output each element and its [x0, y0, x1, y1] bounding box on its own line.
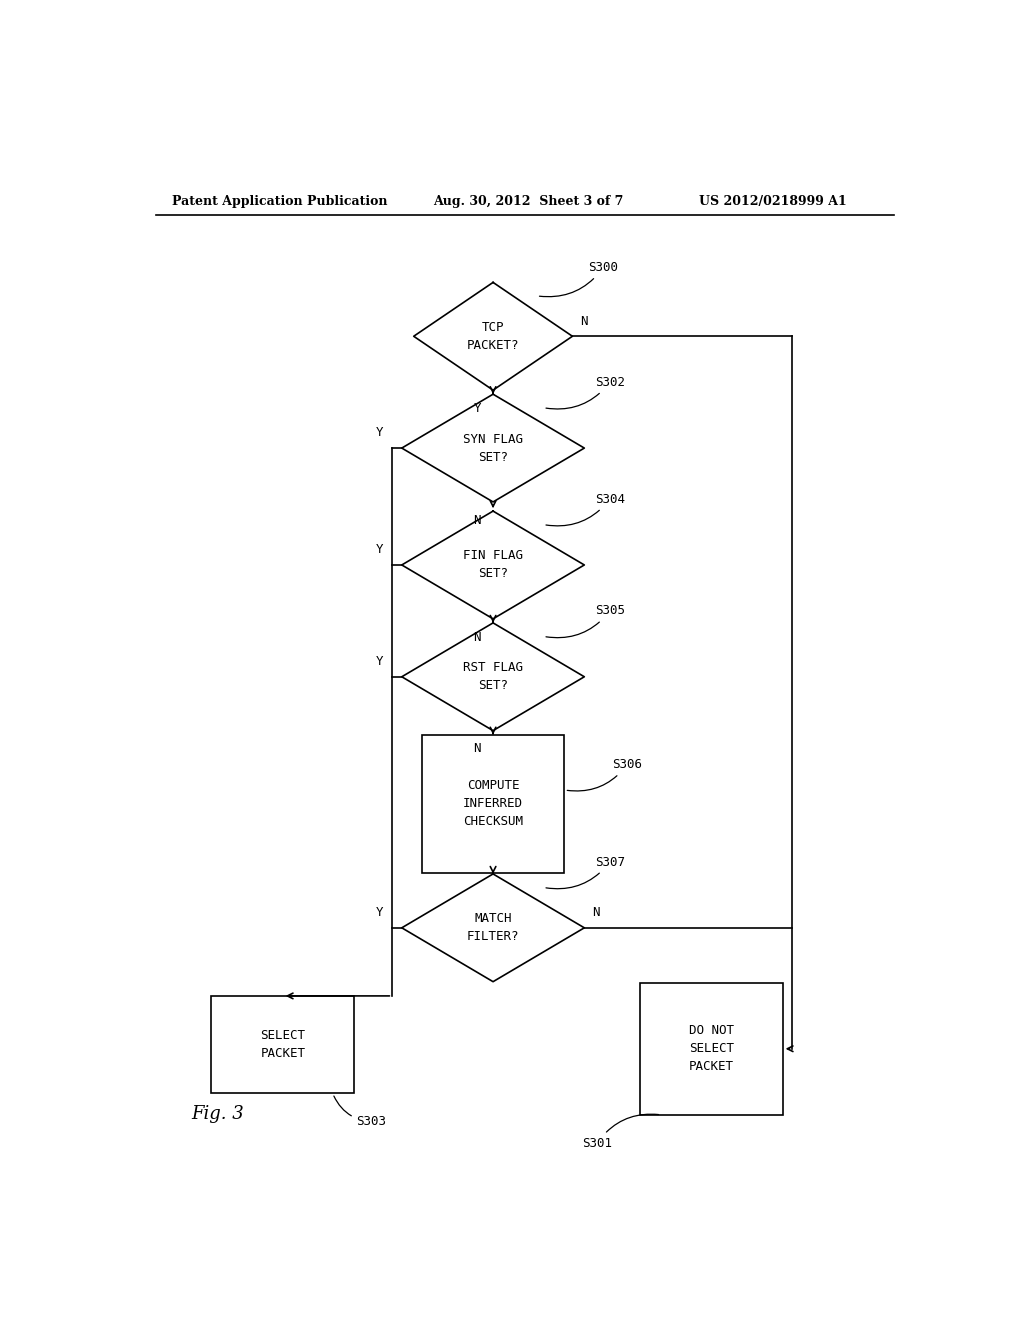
Text: Y: Y [376, 426, 383, 440]
Text: DO NOT
SELECT
PACKET: DO NOT SELECT PACKET [689, 1024, 734, 1073]
Text: N: N [473, 631, 481, 644]
Text: SELECT
PACKET: SELECT PACKET [260, 1030, 305, 1060]
Text: Y: Y [376, 906, 383, 919]
Text: S306: S306 [567, 758, 642, 791]
Text: Y: Y [376, 655, 383, 668]
Text: MATCH
FILTER?: MATCH FILTER? [467, 912, 519, 944]
Text: S300: S300 [540, 261, 618, 297]
Text: S307: S307 [546, 855, 625, 888]
Text: COMPUTE
INFERRED
CHECKSUM: COMPUTE INFERRED CHECKSUM [463, 779, 523, 829]
Text: Fig. 3: Fig. 3 [191, 1105, 245, 1123]
Text: S304: S304 [546, 492, 625, 525]
Text: N: N [473, 513, 481, 527]
Text: N: N [581, 314, 588, 327]
Text: S301: S301 [582, 1114, 658, 1150]
Text: SYN FLAG
SET?: SYN FLAG SET? [463, 433, 523, 463]
Text: US 2012/0218999 A1: US 2012/0218999 A1 [699, 194, 847, 207]
Text: RST FLAG
SET?: RST FLAG SET? [463, 661, 523, 692]
Text: N: N [473, 742, 481, 755]
Text: Y: Y [473, 401, 481, 414]
Text: S303: S303 [334, 1096, 386, 1129]
Polygon shape [422, 735, 564, 873]
Text: N: N [593, 906, 600, 919]
Polygon shape [640, 982, 782, 1115]
Polygon shape [211, 995, 354, 1093]
Text: S305: S305 [546, 605, 625, 638]
Text: Patent Application Publication: Patent Application Publication [172, 194, 387, 207]
Text: Aug. 30, 2012  Sheet 3 of 7: Aug. 30, 2012 Sheet 3 of 7 [433, 194, 624, 207]
Text: FIN FLAG
SET?: FIN FLAG SET? [463, 549, 523, 581]
Text: Y: Y [376, 544, 383, 556]
Text: TCP
PACKET?: TCP PACKET? [467, 321, 519, 351]
Text: S302: S302 [546, 376, 625, 409]
